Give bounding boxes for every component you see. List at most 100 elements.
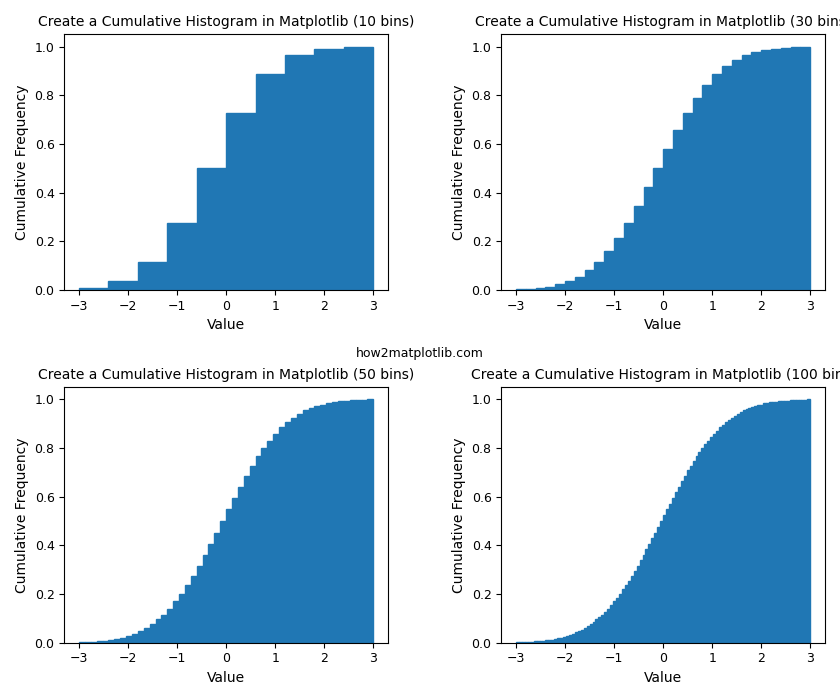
Bar [643, 555, 645, 643]
Bar [754, 406, 758, 643]
Bar [144, 629, 150, 643]
Bar [705, 444, 707, 643]
Bar [648, 544, 651, 643]
Bar [566, 636, 569, 643]
Bar [226, 510, 232, 643]
Bar [778, 401, 781, 643]
Bar [732, 60, 742, 290]
Bar [654, 168, 663, 290]
Bar [799, 400, 801, 643]
Bar [801, 46, 811, 290]
Bar [772, 402, 775, 643]
Bar [595, 262, 604, 290]
Bar [214, 533, 220, 643]
Bar [601, 615, 604, 643]
Bar [344, 401, 349, 643]
Bar [795, 400, 799, 643]
Bar [711, 438, 713, 643]
Bar [645, 550, 648, 643]
Bar [563, 637, 566, 643]
Bar [202, 555, 208, 643]
Bar [338, 401, 344, 643]
Bar [539, 641, 543, 643]
Bar [805, 400, 807, 643]
Bar [801, 400, 805, 643]
Bar [261, 448, 267, 643]
Bar [748, 408, 752, 643]
Bar [179, 594, 185, 643]
Bar [643, 187, 654, 290]
Bar [97, 641, 102, 643]
Bar [108, 640, 114, 643]
Bar [586, 626, 590, 643]
Bar [722, 66, 732, 290]
Bar [725, 422, 728, 643]
Bar [91, 642, 97, 643]
Bar [712, 74, 722, 290]
Y-axis label: Cumulative Frequency: Cumulative Frequency [15, 85, 29, 240]
Bar [769, 402, 772, 643]
Bar [737, 414, 740, 643]
Bar [226, 113, 255, 290]
Bar [740, 412, 743, 643]
Bar [713, 433, 717, 643]
Bar [766, 403, 769, 643]
Title: Create a Cumulative Histogram in Matplotlib (50 bins): Create a Cumulative Histogram in Matplot… [38, 368, 414, 382]
Bar [692, 98, 702, 290]
Bar [622, 589, 625, 643]
Bar [197, 168, 226, 290]
Bar [138, 631, 144, 643]
Bar [167, 223, 197, 290]
Bar [255, 74, 285, 290]
Bar [669, 504, 672, 643]
Bar [279, 427, 285, 643]
Bar [592, 622, 596, 643]
Bar [565, 281, 575, 290]
Bar [672, 498, 675, 643]
Bar [173, 601, 179, 643]
Title: Create a Cumulative Histogram in Matplotlib (100 bins): Create a Cumulative Histogram in Matplot… [470, 368, 840, 382]
Bar [604, 251, 614, 290]
Bar [580, 630, 584, 643]
Bar [771, 48, 781, 290]
X-axis label: Value: Value [207, 671, 245, 685]
X-axis label: Value: Value [644, 318, 682, 332]
Bar [575, 632, 578, 643]
Bar [528, 642, 531, 643]
Bar [85, 642, 91, 643]
Bar [673, 130, 683, 290]
Bar [604, 612, 607, 643]
Bar [781, 48, 790, 290]
Bar [633, 570, 637, 643]
Bar [526, 288, 536, 290]
Bar [790, 400, 793, 643]
Y-axis label: Cumulative Frequency: Cumulative Frequency [15, 438, 29, 593]
Bar [654, 533, 657, 643]
Bar [308, 408, 314, 643]
Bar [614, 238, 624, 290]
Bar [633, 206, 643, 290]
Bar [616, 598, 619, 643]
Bar [545, 640, 549, 643]
Bar [249, 466, 255, 643]
Bar [590, 624, 592, 643]
Bar [686, 470, 690, 643]
Bar [728, 420, 731, 643]
Bar [267, 440, 273, 643]
Bar [781, 401, 784, 643]
Bar [533, 641, 537, 643]
Y-axis label: Cumulative Frequency: Cumulative Frequency [452, 438, 466, 593]
Title: Create a Cumulative Histogram in Matplotlib (10 bins): Create a Cumulative Histogram in Matplot… [38, 15, 414, 29]
Bar [625, 585, 627, 643]
Title: Create a Cumulative Histogram in Matplotlib (30 bins): Create a Cumulative Histogram in Matplot… [475, 15, 840, 29]
Bar [752, 407, 754, 643]
Bar [624, 223, 633, 290]
Bar [717, 430, 719, 643]
Bar [108, 281, 138, 290]
Bar [285, 422, 291, 643]
Bar [238, 486, 244, 643]
Bar [302, 410, 308, 643]
Bar [761, 50, 771, 290]
Bar [807, 399, 811, 643]
Bar [536, 288, 545, 290]
